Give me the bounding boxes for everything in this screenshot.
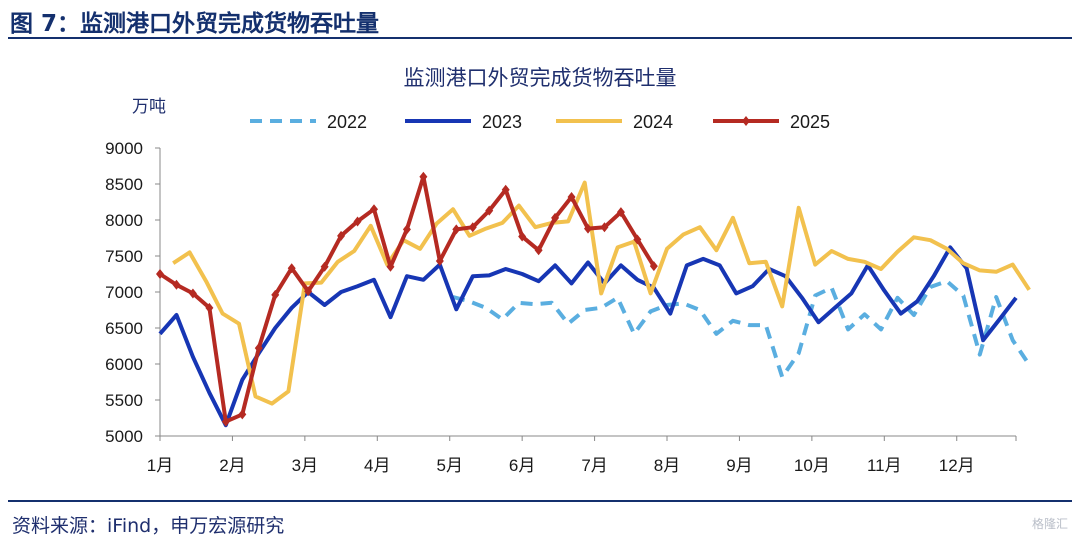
data-point-2025 bbox=[337, 230, 346, 241]
x-tick-label: 4月 bbox=[364, 456, 390, 475]
y-tick-label: 5500 bbox=[105, 391, 143, 410]
data-point-2025 bbox=[452, 224, 461, 235]
series-line-2022 bbox=[452, 279, 1031, 379]
footer-rule bbox=[8, 500, 1072, 502]
x-tick-label: 9月 bbox=[726, 456, 752, 475]
data-point-2025 bbox=[518, 231, 527, 242]
y-tick-label: 6500 bbox=[105, 319, 143, 338]
legend-item-2022: 2022 bbox=[250, 112, 367, 132]
data-point-2025 bbox=[172, 279, 181, 290]
legend-item-2024: 2024 bbox=[556, 112, 673, 132]
x-tick-label: 2月 bbox=[219, 456, 245, 475]
series-line-2025 bbox=[158, 174, 656, 424]
chart-title: 监测港口外贸完成货物吞吐量 bbox=[404, 67, 677, 90]
legend-label-2025: 2025 bbox=[790, 112, 830, 132]
data-point-2025 bbox=[188, 288, 197, 299]
y-tick-label: 7500 bbox=[105, 247, 143, 266]
legend-item-2023: 2023 bbox=[405, 112, 522, 132]
x-tick-label: 12月 bbox=[939, 456, 975, 475]
x-tick-label: 10月 bbox=[794, 456, 830, 475]
data-point-2025 bbox=[435, 256, 444, 267]
legend-label-2023: 2023 bbox=[482, 112, 522, 132]
data-point-2025 bbox=[468, 222, 477, 233]
figure-title: 图 7：监测港口外贸完成货物吞吐量 bbox=[10, 11, 380, 37]
data-point-2025 bbox=[649, 261, 658, 272]
data-point-2025 bbox=[238, 409, 247, 420]
x-tick-label: 5月 bbox=[436, 456, 462, 475]
data-point-2025 bbox=[386, 261, 395, 272]
source-note: 资料来源：iFind，申万宏源研究 bbox=[12, 515, 285, 537]
legend-label-2024: 2024 bbox=[633, 112, 673, 132]
data-point-2025 bbox=[534, 245, 543, 256]
data-point-2025 bbox=[633, 234, 642, 245]
data-point-2025 bbox=[320, 261, 329, 272]
data-point-2025 bbox=[584, 223, 592, 234]
data-point-2025 bbox=[419, 171, 428, 182]
x-tick-label: 3月 bbox=[292, 456, 318, 475]
data-point-2025 bbox=[501, 184, 510, 195]
legend-label-2022: 2022 bbox=[327, 112, 367, 132]
y-tick-label: 6000 bbox=[105, 355, 143, 374]
y-tick-label: 9000 bbox=[105, 139, 143, 158]
y-tick-label: 5000 bbox=[105, 427, 143, 446]
data-point-2025 bbox=[551, 212, 560, 223]
data-point-2025 bbox=[205, 302, 214, 313]
data-point-2025 bbox=[254, 343, 263, 354]
y-tick-label: 8000 bbox=[105, 211, 143, 230]
title-rule bbox=[8, 37, 1072, 39]
x-tick-label: 6月 bbox=[509, 456, 535, 475]
x-tick-label: 7月 bbox=[581, 456, 607, 475]
data-point-2025 bbox=[287, 263, 296, 274]
y-tick-label: 7000 bbox=[105, 283, 143, 302]
y-tick-label: 8500 bbox=[105, 175, 143, 194]
data-point-2025 bbox=[271, 289, 280, 300]
legend-item-2025: 2025 bbox=[713, 112, 830, 132]
data-point-2025 bbox=[370, 204, 378, 215]
data-point-2025 bbox=[485, 205, 494, 216]
data-point-2025 bbox=[600, 222, 609, 233]
x-tick-label: 8月 bbox=[654, 456, 680, 475]
x-tick-label: 11月 bbox=[867, 456, 902, 475]
data-point-2025 bbox=[304, 286, 313, 297]
data-point-2025 bbox=[616, 207, 625, 218]
data-point-2025 bbox=[353, 216, 362, 227]
watermark-text: 格隆汇 bbox=[1031, 517, 1068, 531]
y-axis-label: 万吨 bbox=[132, 97, 166, 116]
data-point-2025 bbox=[402, 224, 411, 235]
data-point-2025 bbox=[567, 191, 576, 202]
data-point-2025 bbox=[221, 416, 230, 427]
series-line-2024 bbox=[172, 180, 1031, 406]
legend-marker-2025 bbox=[742, 116, 750, 126]
x-tick-label: 1月 bbox=[147, 456, 173, 475]
data-point-2025 bbox=[156, 269, 164, 279]
